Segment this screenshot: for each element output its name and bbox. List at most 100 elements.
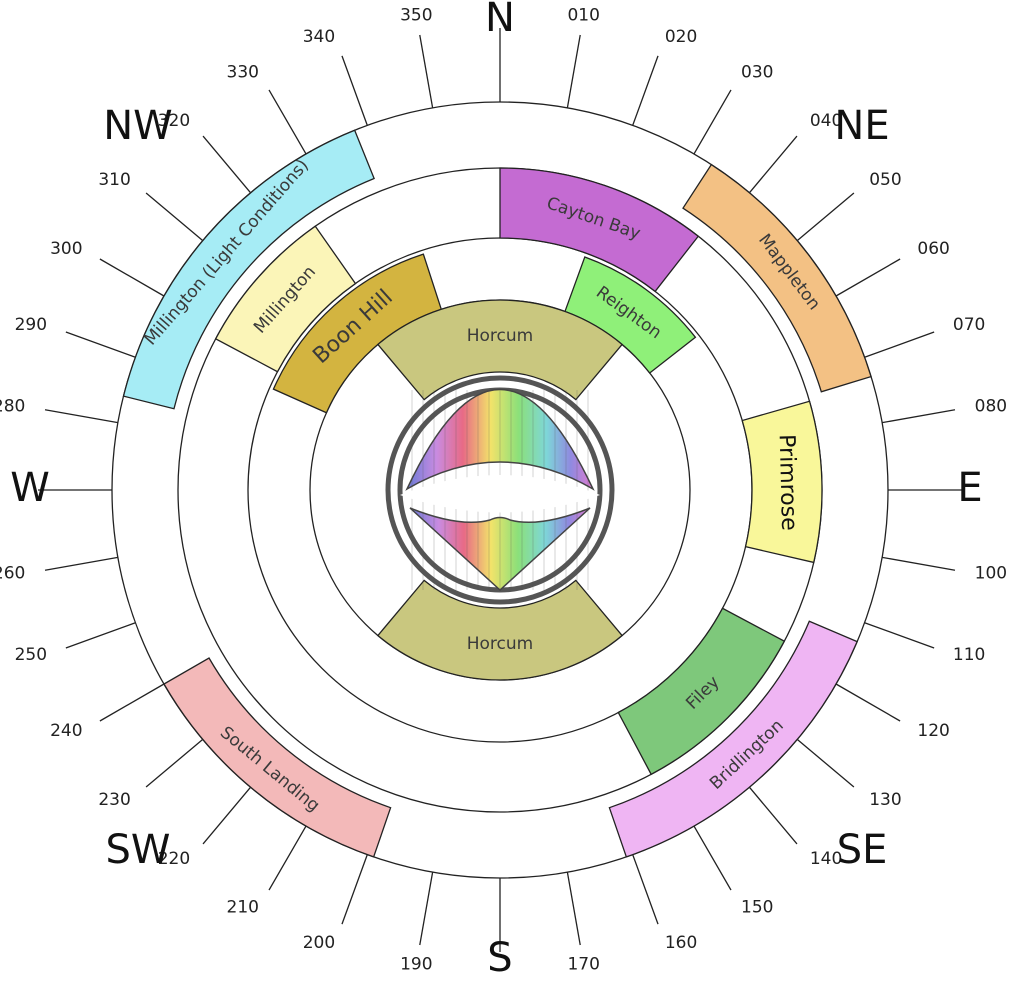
bearing-tick-line	[796, 192, 855, 242]
bearing-label-210: 210	[227, 897, 259, 917]
bearing-tick-line	[835, 683, 901, 722]
bearing-label-240: 240	[50, 721, 82, 741]
bearing-label-350: 350	[400, 5, 432, 25]
segment-cayton-bay: Cayton Bay	[499, 167, 700, 293]
center-emblem	[385, 375, 615, 605]
bearing-label-110: 110	[953, 645, 985, 665]
segment-horcum: Horcum	[376, 579, 624, 681]
bearing-tick-line	[99, 258, 165, 297]
bearing-tick-line	[796, 738, 855, 788]
cardinal-n: N	[485, 0, 515, 41]
bearing-tick-line	[341, 55, 368, 126]
bearing-tick-line	[145, 192, 204, 242]
bearing-label-300: 300	[50, 239, 82, 259]
bearing-tick-line	[145, 738, 204, 788]
bearing-label-310: 310	[98, 170, 130, 190]
bearing-tick-line	[748, 135, 798, 194]
bearing-tick-line	[693, 89, 732, 155]
cardinal-s: S	[487, 935, 512, 981]
segment-shape	[272, 253, 443, 414]
segment-bridlington: Bridlington	[608, 620, 859, 858]
bearing-tick-line	[202, 135, 252, 194]
segment-shape	[741, 400, 823, 564]
bearing-label-060: 060	[917, 239, 949, 259]
bearing-tick-line	[632, 854, 659, 925]
bearing-tick-line	[566, 871, 581, 946]
segment-filey: Filey	[617, 607, 786, 776]
bearing-label-160: 160	[665, 933, 697, 953]
cardinal-sw: SW	[105, 827, 170, 873]
emblem-lens-gap	[400, 475, 600, 513]
bearing-label-250: 250	[15, 645, 47, 665]
bearing-tick-line	[268, 825, 307, 891]
bearing-label-330: 330	[227, 63, 259, 83]
segment-shape	[376, 299, 624, 401]
bearing-ticks	[38, 28, 962, 952]
segment-shape	[608, 620, 859, 858]
bearing-tick-line	[419, 34, 434, 109]
bearing-tick-line	[748, 786, 798, 845]
bearing-label-050: 050	[869, 170, 901, 190]
bearing-label-150: 150	[741, 897, 773, 917]
bearing-label-130: 130	[869, 790, 901, 810]
bearing-label-080: 080	[975, 396, 1007, 416]
segment-shape	[122, 129, 375, 410]
segment-mappleton: Mappleton	[682, 163, 872, 393]
bearing-tick-line	[881, 409, 956, 424]
bearing-label-230: 230	[98, 790, 130, 810]
bearing-label-220: 220	[158, 849, 190, 869]
cardinal-nw: NW	[103, 103, 172, 149]
segment-shape	[376, 579, 624, 681]
bearing-label-320: 320	[158, 111, 190, 131]
segment-south-landing: South Landing	[163, 657, 392, 858]
emblem-upper-shape	[405, 389, 595, 491]
bearing-tick-line	[268, 89, 307, 155]
bearing-tick-line	[566, 34, 581, 109]
bearing-tick-line	[632, 55, 659, 126]
bearing-tick-line	[881, 556, 956, 571]
bearing-label-070: 070	[953, 315, 985, 335]
emblem-lower-shape	[409, 507, 591, 592]
segment-shape	[499, 167, 700, 293]
bearing-label-190: 190	[400, 955, 432, 975]
bearing-tick-line	[693, 825, 732, 891]
bearing-label-260: 260	[0, 564, 25, 584]
segment-label: Primrose	[774, 434, 802, 531]
segment-label: Horcum	[467, 634, 533, 654]
cardinal-w: W	[10, 465, 50, 511]
bearing-tick-line	[65, 331, 136, 358]
bearing-label-040: 040	[810, 111, 842, 131]
segment-shape	[682, 163, 872, 393]
segment-shape	[214, 225, 357, 373]
emblem-outer-ring	[385, 375, 615, 605]
bearing-tick-line	[835, 258, 901, 297]
bearing-label-030: 030	[741, 63, 773, 83]
bearing-tick-line	[202, 786, 252, 845]
bearing-tick-line	[65, 622, 136, 649]
bearing-label-010: 010	[567, 5, 599, 25]
bearing-tick-line	[341, 854, 368, 925]
segment-millington: Millington	[214, 225, 357, 373]
bearing-tick-line	[864, 331, 935, 358]
bearing-label-140: 140	[810, 849, 842, 869]
cardinal-ne: NE	[834, 103, 889, 149]
bearing-label-340: 340	[303, 27, 335, 47]
bearing-tick-line	[864, 622, 935, 649]
bearing-label-290: 290	[15, 315, 47, 335]
bearing-label-120: 120	[917, 721, 949, 741]
bearing-label-200: 200	[303, 933, 335, 953]
segment-label: Horcum	[467, 326, 533, 346]
bearing-label-100: 100	[975, 564, 1007, 584]
segment-horcum: Horcum	[376, 299, 624, 401]
ring-circle	[111, 101, 889, 879]
bearing-tick-line	[44, 556, 119, 571]
segment-primrose: Primrose	[741, 400, 823, 564]
bearing-tick-line	[99, 683, 165, 722]
bearing-tick-line	[419, 871, 434, 946]
bearing-label-280: 280	[0, 396, 25, 416]
bearing-label-020: 020	[665, 27, 697, 47]
bearing-tick-line	[44, 409, 119, 424]
